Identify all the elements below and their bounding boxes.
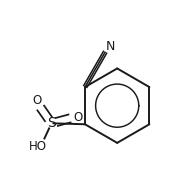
Text: N: N [105, 40, 115, 53]
Text: O: O [73, 111, 83, 124]
Text: O: O [32, 94, 41, 107]
Text: HO: HO [28, 140, 46, 153]
Text: S: S [47, 116, 56, 130]
